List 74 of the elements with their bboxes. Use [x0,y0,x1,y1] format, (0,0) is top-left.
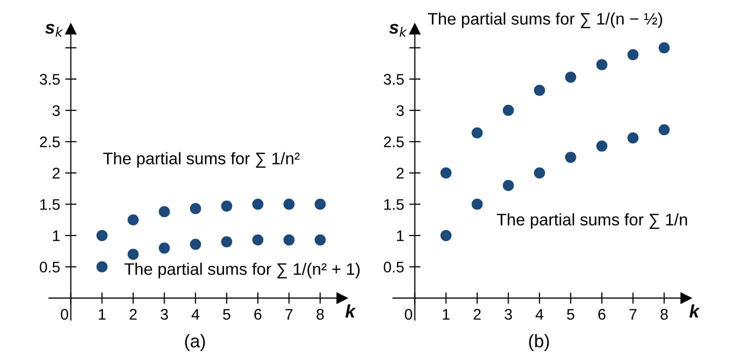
point [96,261,108,272]
point [252,234,264,246]
point [314,198,326,210]
text: (a) [185,334,205,351]
series-label: The partial sums for ∑ 1/(n − ½) [428,12,662,28]
y-tick-label: 3 [52,105,60,116]
point [534,84,546,96]
x-tick-label: 0 [60,308,68,320]
y-tick-label: 1.5 [384,199,404,210]
y-tick-label: 0.5 [384,262,404,272]
x-tick-label: 5 [223,309,230,320]
point [221,200,232,212]
y-tick-label: 2 [396,168,404,178]
y-tick-label: 1 [397,230,404,242]
point [283,198,295,210]
y-tick-label: 1.5 [40,199,60,210]
x-axis-title: k [345,304,356,318]
x-tick-label: 8 [316,308,324,320]
point [283,234,295,246]
x-axis-title: k [689,304,700,318]
point [502,180,514,192]
point [128,248,139,260]
point [190,238,202,250]
point [472,198,483,210]
x-tick-label: 4 [536,309,544,320]
point [472,127,483,138]
point [190,203,202,214]
x-tick-label: 8 [660,308,668,320]
x-tick-label: 6 [598,308,606,320]
x-tick-label: 3 [160,308,168,320]
point [128,214,139,226]
x-tick-label: 3 [504,308,512,320]
x-tick-label: 4 [192,309,200,320]
point [158,242,170,254]
x-tick-label: 0 [404,308,412,320]
x-tick-label: 1 [98,309,106,320]
x-tick-label: 2 [474,308,481,320]
point [565,152,576,163]
series-label: The partial sums for ∑ 1/(n² + 1) [124,262,360,278]
y-tick-label: 2.5 [40,136,60,148]
text: (b) [529,334,549,351]
point [221,236,232,248]
point [534,167,546,178]
point [314,234,326,246]
point [565,72,576,83]
point [627,132,639,144]
y-axis-title: s$_{k}$ [389,24,407,37]
y-tick-label: 3 [396,105,404,116]
x-tick-label: 5 [567,309,574,320]
y-tick-label: 0.5 [40,262,60,272]
point [440,230,452,242]
y-tick-label: 1 [53,230,60,242]
point [502,104,514,116]
x-tick-label: 2 [130,308,137,320]
series-label: The partial sums for ∑ 1/n [496,213,687,229]
x-tick-label: 7 [286,309,292,320]
point [596,59,608,70]
y-tick-label: 2 [52,168,60,178]
y-tick-label: 3.5 [384,74,404,85]
point [158,206,170,218]
x-tick-label: 7 [630,309,636,320]
y-axis-title: s$_{k}$ [45,24,63,37]
point [658,42,670,54]
point [627,49,639,60]
series-label: The partial sums for ∑ 1/n² [103,152,300,168]
x-tick-label: 6 [254,308,262,320]
y-tick-label: 3.5 [40,74,60,85]
point [596,140,608,152]
point [96,230,108,242]
point [440,167,452,178]
x-tick-label: 1 [442,309,450,320]
point [658,124,670,136]
y-tick-label: 2.5 [384,136,404,148]
point [252,198,264,210]
